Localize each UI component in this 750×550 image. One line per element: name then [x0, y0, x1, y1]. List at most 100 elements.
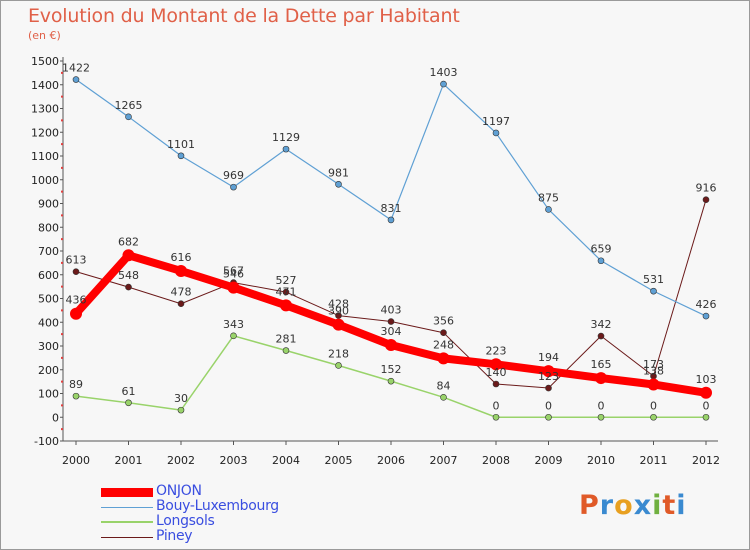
series-point-longsols — [492, 413, 500, 421]
data-label-onjon: 103 — [696, 373, 717, 386]
data-label-bouy-luxembourg: 1422 — [62, 62, 90, 75]
series-point-longsols — [177, 406, 185, 414]
series-point-bouy-luxembourg — [440, 80, 447, 88]
series-point-bouy-luxembourg — [335, 180, 342, 188]
series-point-longsols — [597, 413, 605, 421]
series-point-bouy-luxembourg — [702, 312, 710, 320]
series-point-onjon — [227, 281, 240, 294]
x-tick-label: 2000 — [62, 454, 90, 467]
data-label-piney: 527 — [276, 274, 297, 287]
data-label-piney: 140 — [486, 366, 507, 379]
series-point-onjon — [542, 365, 555, 378]
series-point-bouy-luxembourg — [177, 152, 185, 160]
data-label-bouy-luxembourg: 1101 — [167, 138, 195, 151]
x-tick-label: 2001 — [115, 454, 143, 467]
series-point-bouy-luxembourg — [125, 113, 132, 121]
data-label-onjon: 546 — [223, 268, 244, 281]
y-tick-label: 1500 — [31, 55, 59, 68]
data-label-longsols: 30 — [174, 392, 188, 405]
data-label-bouy-luxembourg: 875 — [538, 191, 559, 204]
x-tick-label: 2009 — [535, 454, 563, 467]
data-label-bouy-luxembourg: 1197 — [482, 115, 510, 128]
series-point-onjon — [490, 358, 502, 371]
data-label-onjon: 138 — [643, 364, 664, 377]
y-minor-tick — [61, 95, 63, 98]
data-label-bouy-luxembourg: 659 — [591, 243, 612, 256]
data-label-onjon: 248 — [433, 338, 454, 351]
y-minor-tick — [61, 261, 63, 264]
legend-swatch-bouy-luxembourg — [101, 507, 153, 508]
data-label-onjon: 616 — [171, 251, 192, 264]
series-point-piney — [72, 268, 80, 275]
y-tick-label: 500 — [38, 293, 59, 306]
series-point-longsols — [282, 347, 290, 354]
data-label-piney: 613 — [66, 254, 87, 267]
x-tick-label: 2011 — [640, 454, 668, 467]
data-label-piney: 173 — [643, 358, 664, 371]
y-tick-label: 1200 — [31, 126, 59, 139]
x-tick-label: 2002 — [167, 454, 195, 467]
legend-label-onjon: ONJON — [156, 483, 202, 499]
series-line-bouy-luxembourg — [75, 78, 707, 317]
data-label-bouy-luxembourg: 426 — [696, 298, 717, 311]
series-point-bouy-luxembourg — [545, 206, 552, 213]
data-label-longsols: 0 — [493, 399, 500, 412]
y-minor-tick — [61, 285, 63, 288]
logo-letter: r — [599, 490, 615, 521]
series-point-bouy-luxembourg — [650, 287, 657, 295]
data-label-onjon: 436 — [66, 294, 87, 307]
series-point-bouy-luxembourg — [72, 76, 80, 83]
series-point-longsols — [72, 392, 80, 400]
y-tick-label: 800 — [38, 221, 59, 234]
data-label-piney: 478 — [171, 286, 192, 299]
data-label-bouy-luxembourg: 969 — [223, 169, 244, 182]
series-point-onjon — [437, 352, 450, 365]
legend-swatch-piney — [101, 537, 153, 538]
data-label-piney: 403 — [381, 304, 402, 317]
data-label-piney: 342 — [591, 318, 612, 331]
series-point-longsols — [125, 399, 132, 407]
series-point-longsols — [230, 332, 237, 340]
x-tick-label: 2007 — [430, 454, 458, 467]
logo-letter: i — [676, 490, 687, 521]
data-label-longsols: 218 — [328, 347, 349, 360]
data-label-bouy-luxembourg: 1129 — [272, 131, 300, 144]
legend-label-piney: Piney — [156, 528, 193, 544]
series-point-onjon — [122, 249, 135, 262]
data-label-onjon: 194 — [538, 351, 559, 364]
data-label-onjon: 223 — [486, 344, 507, 357]
data-label-piney: 356 — [433, 315, 454, 328]
data-label-piney: 428 — [328, 298, 349, 311]
y-minor-tick — [61, 190, 63, 193]
y-tick-label: -100 — [34, 435, 59, 448]
x-tick-label: 2006 — [377, 454, 405, 467]
series-point-longsols — [650, 413, 657, 421]
legend-label-longsols: Longsols — [156, 513, 215, 529]
y-minor-tick — [61, 404, 63, 407]
series-point-onjon — [332, 318, 345, 331]
y-tick-label: 1000 — [31, 174, 59, 187]
y-tick-label: 0 — [52, 411, 59, 424]
y-tick-label: 1400 — [31, 79, 59, 92]
series-point-onjon — [280, 299, 292, 312]
series-point-longsols — [545, 413, 552, 421]
x-tick-label: 2003 — [220, 454, 248, 467]
series-point-bouy-luxembourg — [387, 216, 395, 224]
data-label-longsols: 152 — [381, 363, 402, 376]
data-label-bouy-luxembourg: 1403 — [430, 66, 458, 79]
y-minor-tick — [61, 428, 63, 431]
series-point-bouy-luxembourg — [492, 129, 500, 137]
series-point-longsols — [335, 362, 342, 369]
data-label-piney: 123 — [538, 370, 559, 383]
data-label-longsols: 0 — [545, 399, 552, 412]
y-tick-label: 400 — [38, 316, 59, 329]
chart-subtitle: (en €) — [28, 29, 61, 42]
series-point-piney — [597, 332, 605, 340]
y-tick-label: 700 — [38, 245, 59, 258]
x-tick-label: 2005 — [325, 454, 353, 467]
chart-title: Evolution du Montant de la Dette par Hab… — [28, 5, 460, 27]
series-point-piney — [440, 329, 447, 337]
series-point-piney — [702, 196, 710, 203]
